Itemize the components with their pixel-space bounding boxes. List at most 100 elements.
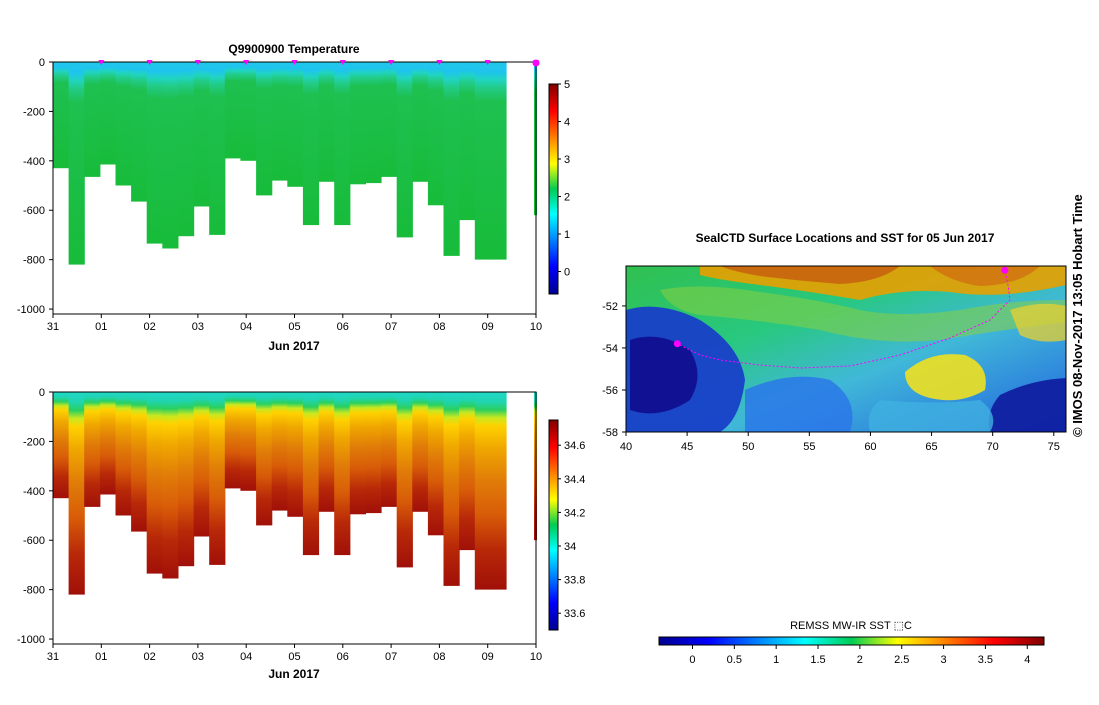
salinity-profile-bar [84,392,101,507]
y-tick-label: -1000 [17,304,45,316]
sst-colorbar [658,636,1045,646]
x-tick-label: 04 [240,321,252,333]
x-tick-label: 02 [143,321,155,333]
temperature-profile-bar [459,62,476,221]
sst-map: SealCTD Surface Locations and SST for 05… [602,231,1067,666]
y-tick-label: -200 [23,436,45,448]
salinity-profile-bar [146,392,163,574]
temperature-profile-bar [302,62,320,226]
salinity-profile-bar [99,392,117,495]
colorbar-tick-label: 4 [1024,654,1030,666]
x-tick-label: 05 [288,651,300,663]
x-tick-label: 07 [385,651,397,663]
temperature-profile-bar [349,62,366,185]
x-tick-label: 31 [47,321,59,333]
temperature-y-ticks: 0 -200 -400 -600 -800 -1000 [17,57,53,316]
y-tick-label: 0 [39,57,45,69]
colorbar-tick-label: 2.5 [894,654,909,666]
temperature-profile-bar [131,62,148,202]
colorbar-tick-label: 0 [689,654,695,666]
temperature-profile-bar [334,62,351,226]
temperature-profile-bar [318,62,335,182]
salinity-y-ticks: 0 -200 -400 -600 -800 -1000 [17,387,53,646]
temperature-profile-bar [443,62,460,256]
salinity-profile-bar [459,392,476,551]
salinity-colorbar [548,419,559,631]
profile-marker [484,60,491,65]
colorbar-tick-label: 34.2 [564,507,585,519]
y-tick-label: 0 [39,387,45,399]
temperature-section: Q9900900 Temperature 0 -200 -400 -600 -800 -1… [17,42,570,353]
temperature-title: Q9900900 Temperature [228,42,360,56]
sst-float-track [679,269,1011,369]
x-tick-label: 06 [337,651,349,663]
profile-marker [98,60,105,65]
x-tick-label: 10 [530,321,542,333]
temperature-profile-bar [381,62,398,177]
x-tick-label: 70 [987,441,999,453]
y-tick-label: -54 [602,343,618,355]
temperature-profile-bar [271,62,288,181]
temperature-profile-bar [53,62,70,169]
salinity-profile-bar [131,392,148,532]
x-tick-label: 03 [192,651,204,663]
profile-marker [436,60,443,65]
profile-marker [339,60,346,65]
temperature-profile-bar [162,62,179,249]
colorbar-tick-label: 3.5 [978,654,993,666]
y-tick-label: -1000 [17,634,45,646]
salinity-profile-bar [68,392,85,595]
x-tick-label: 60 [864,441,876,453]
temperature-profile-bar [287,62,304,187]
salinity-profile-bar [53,392,70,499]
profile-marker [243,60,250,65]
x-tick-label: 05 [288,321,300,333]
credit-label: © IMOS 08-Nov-2017 13:05 Hobart Time [1070,194,1085,437]
colorbar-tick-label: 1 [773,654,779,666]
x-tick-label: 04 [240,651,252,663]
x-tick-label: 08 [433,651,445,663]
temperature-profile-bar [256,62,273,196]
temperature-colorbar [548,83,559,295]
temperature-profile-markers [98,59,540,67]
salinity-profile-bar [396,392,413,568]
x-tick-label: 45 [681,441,693,453]
colorbar-tick-label: 33.6 [564,608,585,620]
salinity-profile-bar [287,392,304,517]
profile-marker [532,59,540,67]
x-tick-label: 09 [482,321,494,333]
temperature-profile-bar [474,62,491,260]
y-tick-label: -600 [23,205,45,217]
colorbar-tick-label: 2 [564,192,570,204]
temperature-profile-bar [240,62,257,161]
salinity-profile-bar [443,392,460,586]
salinity-profile-bar [224,392,241,489]
y-tick-label: -200 [23,106,45,118]
colorbar-tick-label: 2 [857,654,863,666]
salinity-profile-bar [365,392,382,514]
sst-x-ticks: 40 45 50 55 60 65 70 75 [620,432,1060,453]
colorbar-tick-label: 34.6 [564,440,585,452]
salinity-profile-bar [302,392,320,556]
y-tick-label: -600 [23,535,45,547]
sst-map-frame [625,265,1067,433]
profile-marker [291,60,298,65]
temperature-profile-bar [84,62,101,177]
colorbar-tick-label: 1 [564,229,570,241]
colorbar-tick-label: 1.5 [810,654,825,666]
y-tick-label: -400 [23,486,45,498]
salinity-profile-bar [349,392,366,515]
salinity-profile-bar [490,392,507,590]
x-tick-label: 10 [530,651,542,663]
temperature-profile-bar [99,62,117,165]
temperature-profile-bar [396,62,413,238]
temperature-bars [53,62,537,265]
salinity-profile-bar [427,392,445,536]
x-tick-label: 09 [482,651,494,663]
x-tick-label: 06 [337,321,349,333]
temperature-profile-bar [193,62,210,207]
colorbar-tick-label: 4 [564,117,570,129]
temperature-xlabel: Jun 2017 [268,339,320,353]
x-tick-label: 01 [95,651,107,663]
salinity-profile-bar [271,392,288,511]
